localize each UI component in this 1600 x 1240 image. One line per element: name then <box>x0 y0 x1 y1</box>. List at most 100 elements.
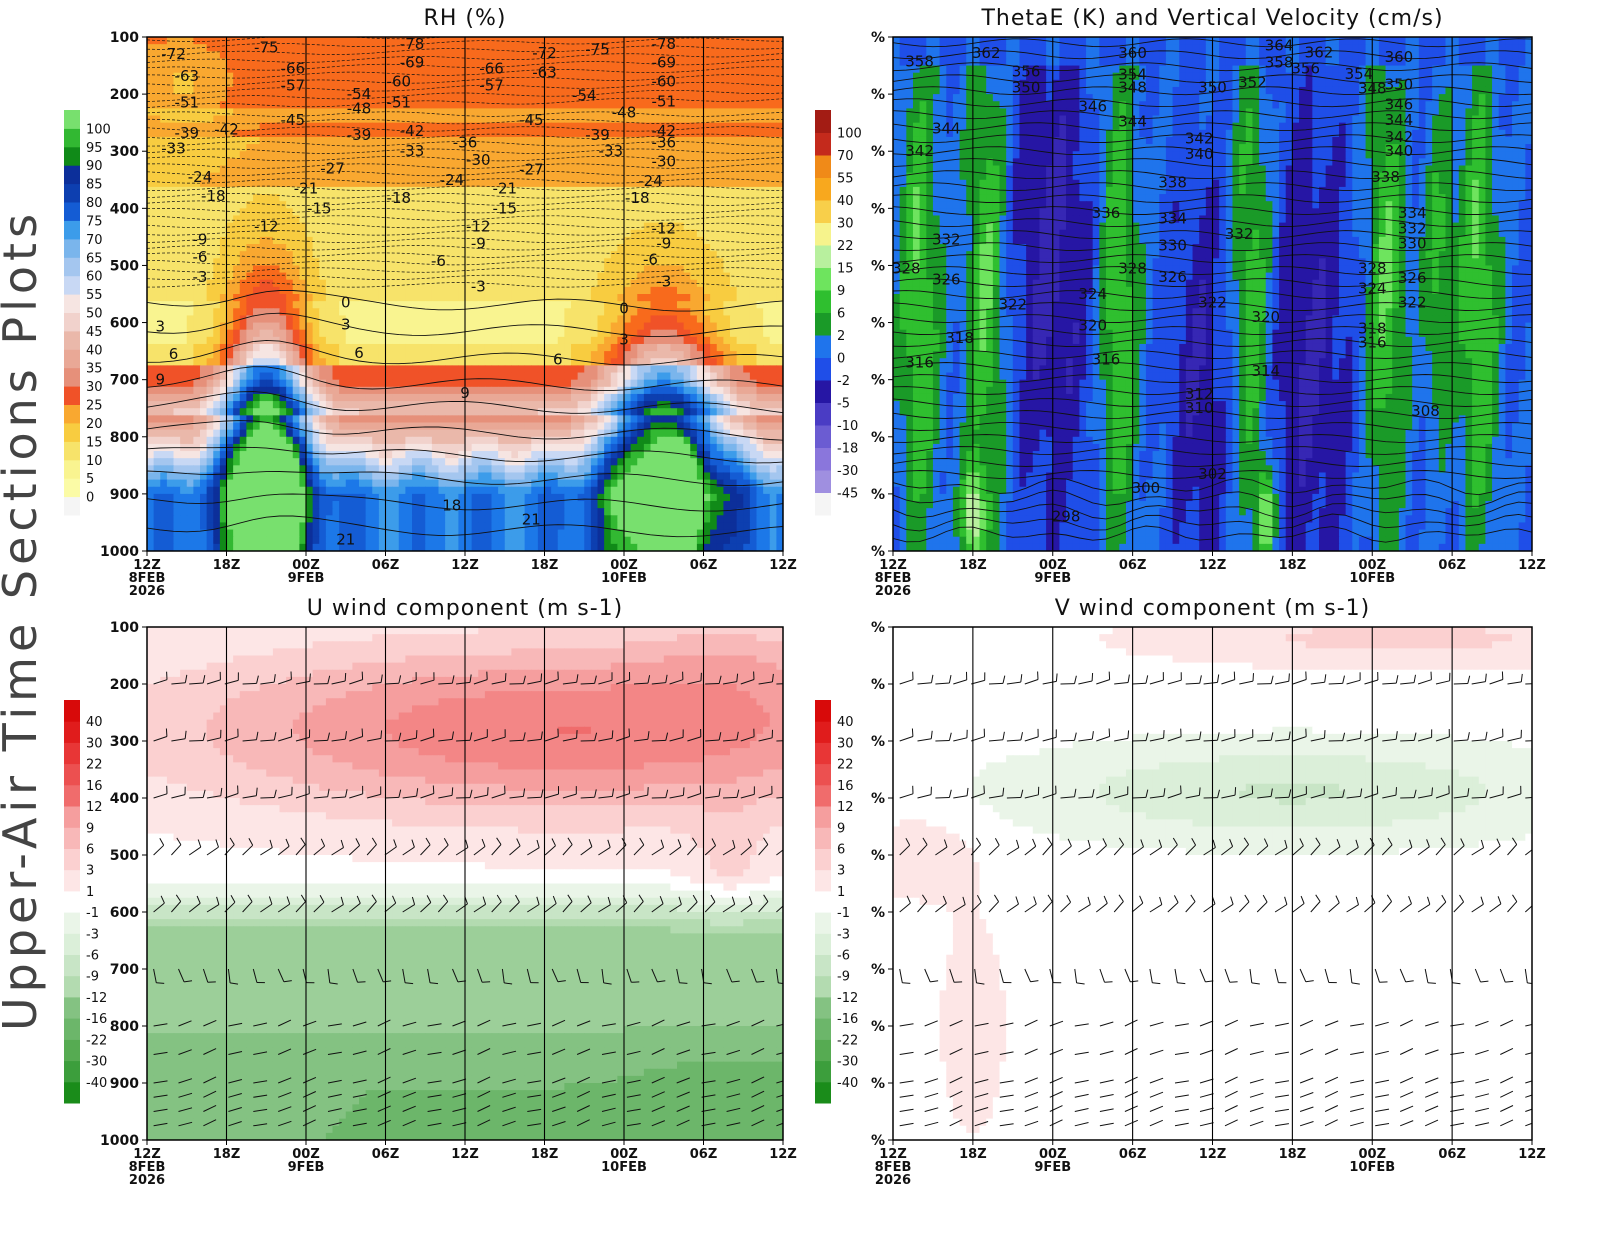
rh-field-cell <box>359 358 367 366</box>
rh-field-cell <box>584 151 592 159</box>
rh-field-cell <box>451 136 459 145</box>
rh-field-cell <box>557 236 565 245</box>
rh-field-cell <box>160 258 168 267</box>
rh-field-cell <box>206 158 214 167</box>
rh-field-cell <box>253 222 261 231</box>
rh-field-cell <box>776 158 783 167</box>
rh-field-cell <box>219 65 228 74</box>
rh-field-cell <box>763 136 771 145</box>
rh-field-cell <box>597 115 605 124</box>
rh-field-cell <box>471 372 479 381</box>
rh-field-cell <box>451 322 459 331</box>
rh-field-cell <box>518 172 526 181</box>
rh-field-cell <box>471 294 479 302</box>
rh-field-cell <box>306 72 314 81</box>
rh-field-cell <box>504 294 512 302</box>
rh-field-cell <box>431 158 440 167</box>
rh-field-cell <box>385 244 393 252</box>
rh-field-cell <box>557 222 565 231</box>
rh-field-cell <box>173 72 181 81</box>
rh-field-cell <box>226 144 234 152</box>
rh-field-cell <box>557 315 565 324</box>
rh-field-cell <box>418 379 426 388</box>
rh-field-cell <box>458 236 466 245</box>
rh-field-cell <box>723 229 731 238</box>
rh-field-cell <box>266 65 274 74</box>
rh-field-cell <box>670 343 678 352</box>
rh-field-cell <box>451 358 459 366</box>
rh-field-cell <box>518 136 526 145</box>
rh-field-cell <box>518 144 526 152</box>
rh-field-cell <box>597 122 605 131</box>
rh-field-cell <box>153 379 161 388</box>
rh-field-cell <box>703 343 711 352</box>
rh-field-cell <box>332 229 340 238</box>
rh-field-cell <box>564 222 572 231</box>
rh-field-cell <box>643 79 652 88</box>
rh-field-cell <box>226 322 234 331</box>
rh-field-cell <box>557 336 565 345</box>
rh-field-cell <box>186 386 194 395</box>
rh-field-cell <box>180 379 188 388</box>
rh-field-cell <box>690 94 698 102</box>
rh-field-cell <box>200 286 208 295</box>
rh-field-cell <box>776 122 783 131</box>
rh-field-cell <box>246 372 254 381</box>
rh-field-cell <box>624 129 632 138</box>
rh-field-cell <box>617 65 625 74</box>
rh-field-cell <box>637 129 645 138</box>
rh-field-cell <box>604 379 612 388</box>
rh-field-cell <box>325 44 334 52</box>
rh-field-cell <box>465 379 473 388</box>
rh-field-cell <box>438 258 446 267</box>
rh-field-cell <box>710 301 718 309</box>
rh-field-cell <box>365 343 373 352</box>
rh-field-cell <box>756 194 764 202</box>
rh-field-cell <box>306 51 314 60</box>
rh-field-cell <box>498 393 506 402</box>
rh-field-cell <box>166 386 175 395</box>
rh-field-cell <box>412 272 420 281</box>
rh-field-cell <box>643 222 652 231</box>
rh-field-cell <box>418 136 426 145</box>
rh-field-cell <box>657 372 665 381</box>
rh-field-cell <box>226 294 234 302</box>
rh-field-cell <box>630 322 638 331</box>
rh-field-cell <box>769 251 777 259</box>
rh-field-cell <box>604 365 612 374</box>
rh-field-cell <box>458 79 466 88</box>
rh-field-cell <box>571 351 579 359</box>
rh-field-cell <box>571 386 579 395</box>
rh-field-cell <box>544 108 552 117</box>
rh-field-cell <box>365 58 373 67</box>
rh-field-cell <box>352 94 360 102</box>
rh-field-cell <box>272 44 281 52</box>
rh-field-cell <box>186 358 194 366</box>
rh-field-cell <box>696 286 705 295</box>
rh-field-cell <box>312 386 320 395</box>
rh-field-cell <box>272 208 281 217</box>
rh-field-cell <box>637 258 645 267</box>
rh-field-cell <box>657 136 665 145</box>
rh-field-cell <box>624 379 632 388</box>
rh-field-cell <box>451 279 459 288</box>
rh-field-cell <box>551 94 559 102</box>
rh-field-cell <box>465 322 473 331</box>
rh-field-cell <box>193 136 201 145</box>
rh-field-cell <box>584 315 592 324</box>
rh-field-cell <box>637 108 645 117</box>
rh-field-cell <box>431 101 440 109</box>
rh-field-cell <box>359 65 367 74</box>
rh-field-cell <box>551 393 559 402</box>
rh-field-cell <box>756 294 764 302</box>
rh-field-cell <box>590 279 599 288</box>
rh-field-cell <box>624 251 632 259</box>
rh-field-cell <box>663 108 671 117</box>
rh-field-cell <box>253 215 261 224</box>
rh-field-cell <box>372 386 380 395</box>
rh-field-cell <box>756 265 764 274</box>
rh-field-cell <box>200 229 208 238</box>
rh-field-cell <box>239 194 247 202</box>
rh-field-cell <box>590 393 599 402</box>
rh-field-cell <box>312 329 320 338</box>
